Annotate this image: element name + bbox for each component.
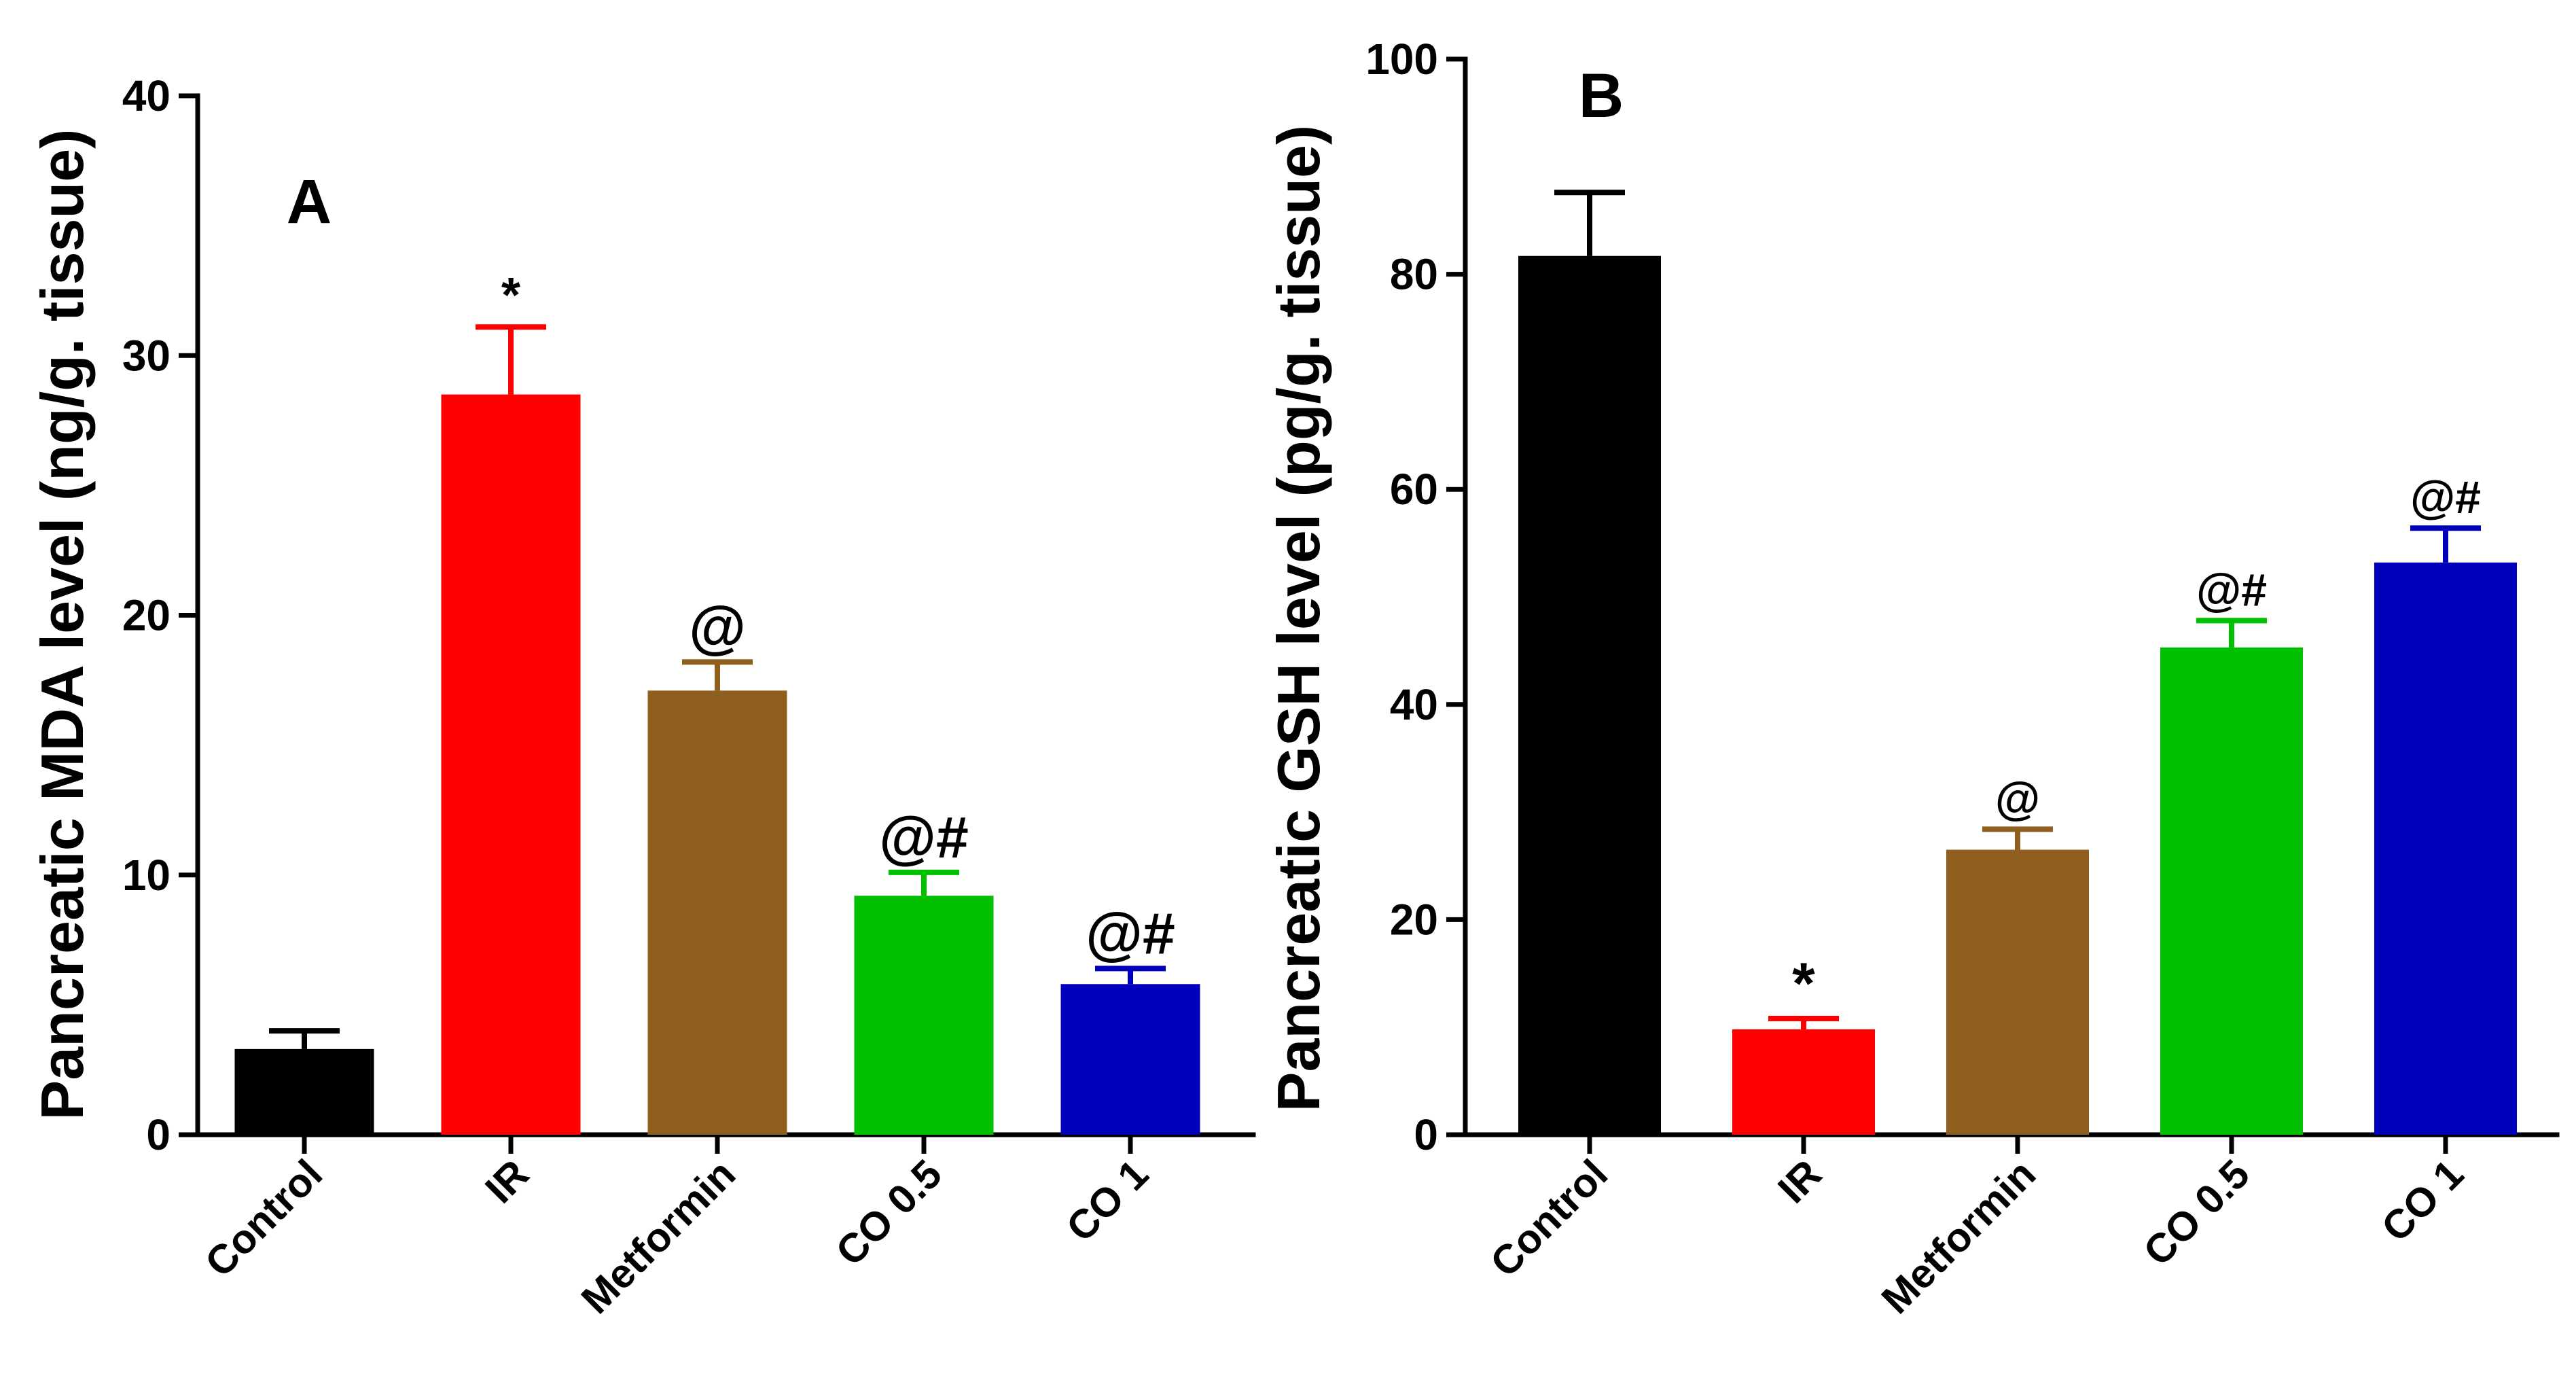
panel-a-bar-control [234, 1048, 374, 1135]
panel-b-y-tick-label: 0 [1414, 1110, 1438, 1159]
panel-b-y-tick-label: 40 [1390, 680, 1438, 729]
panel-a-significance-metformin: @ [689, 595, 746, 660]
panel-a-significance-ir: * [501, 268, 520, 323]
panel-a-y-axis-title: Pancreatic MDA level (ng/g. tissue) [29, 129, 96, 1120]
panel-b-x-tick-label-metformin: Metformin [1873, 1151, 2044, 1322]
panel-a-bar-metformin [647, 690, 787, 1135]
panel-b-y-tick-label: 20 [1390, 895, 1438, 944]
panel-b-significance-co-0-5: @# [2196, 564, 2267, 616]
panel-a-bar-co-1 [1060, 984, 1200, 1135]
panel-a-bar-co-0-5 [854, 896, 994, 1135]
panel-b-x-tick-label-ir: IR [1769, 1151, 1830, 1212]
panel-a-label: A [287, 167, 332, 236]
panel-b-y-tick-label: 60 [1390, 465, 1438, 514]
panel-b-bar-ir [1732, 1029, 1875, 1135]
panel-a-x-tick-label-control: Control [196, 1151, 331, 1286]
panel-a-y-tick-label: 0 [146, 1110, 171, 1159]
panel-b-significance-ir: * [1792, 951, 1815, 1016]
panel-a-x-tick-label-ir: IR [476, 1151, 537, 1212]
panel-b-significance-metformin: @ [1995, 773, 2040, 824]
panel-a-y-tick-label: 30 [122, 331, 171, 380]
panel-a-significance-co-1: @# [1086, 901, 1175, 966]
panel-b-x-tick-label-control: Control [1482, 1151, 1616, 1286]
panel-a-x-tick-label-co-0-5: CO 0.5 [827, 1151, 950, 1275]
panel-b-significance-co-1: @# [2410, 472, 2481, 523]
panel-a-y-tick-label: 40 [122, 71, 171, 120]
panel-b-y-tick-label: 80 [1390, 250, 1438, 299]
panel-b-bar-co-1 [2374, 562, 2517, 1135]
panel-a-y-tick-label: 10 [122, 851, 171, 900]
panel-b-x-tick-label-co-1: CO 1 [2373, 1151, 2472, 1250]
panel-a-y-tick-label: 20 [122, 591, 171, 640]
panel-a-bar-ir [441, 394, 581, 1135]
panel-a-x-tick-label-metformin: Metformin [573, 1151, 744, 1322]
panel-b-y-tick-label: 100 [1365, 35, 1438, 84]
panel-b-bar-metformin [1946, 849, 2089, 1135]
panel-a-mda-chart: A Pancreatic MDA level (ng/g. tissue) 0 1… [29, 71, 1256, 1322]
panel-b-x-tick-label-co-0-5: CO 0.5 [2134, 1151, 2258, 1275]
panel-b-bar-co-0-5 [2160, 647, 2303, 1135]
panel-b-bar-control [1518, 255, 1661, 1135]
panel-a-x-tick-label-co-1: CO 1 [1058, 1151, 1157, 1250]
panel-b-gsh-chart: B Pancreatic GSH level (pg/g. tissue) 0 2… [1265, 35, 2560, 1322]
panel-b-y-axis-title: Pancreatic GSH level (pg/g. tissue) [1265, 125, 1332, 1112]
panel-a-significance-co-0-5: @# [879, 805, 969, 870]
panel-b-label: B [1579, 61, 1624, 130]
